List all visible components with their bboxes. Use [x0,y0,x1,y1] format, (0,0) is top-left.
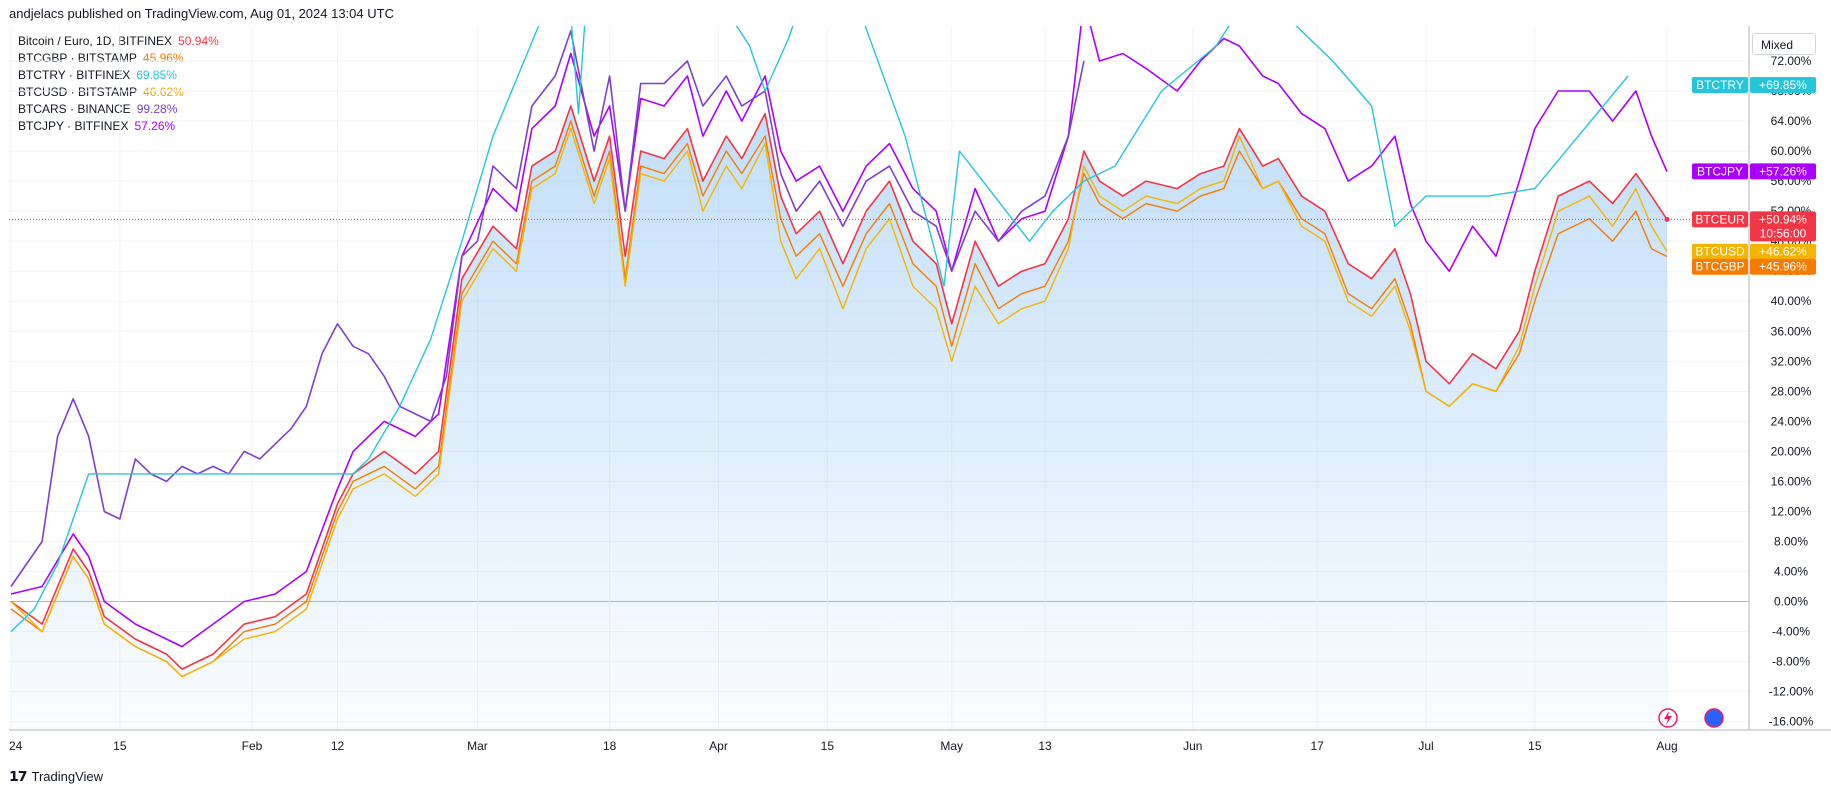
price-label-symbol [1692,258,1748,275]
x-tick-label: 17 [1310,739,1324,753]
y-axis[interactable]: 72.00%68.00%64.00%60.00%56.00%52.00%48.0… [1769,54,1814,729]
price-label-value-text: +57.26% [1759,164,1807,178]
publish-info: andjelacs published on TradingView.com, … [9,6,394,21]
series-line-btcgbp[interactable] [10,120,1668,678]
series-line-btcusd[interactable] [10,127,1668,678]
footer-brand: 𝟭𝟳 TradingView [9,768,103,785]
y-tick-label: 36.00% [1771,324,1812,338]
x-tick-label: 12 [331,739,345,753]
chart-legend: Bitcoin / Euro, 1D, BITFINEX 50.94% BTCGB… [18,33,219,135]
x-tick-label: Mar [467,739,488,753]
price-labels: BTCTRY +69.85% BTCJPY +57.26% BTCEUR +50.94%1… [1692,77,1816,275]
legend-item[interactable]: BTCTRY · BITFINEX 69.85% [18,68,177,82]
price-label-symbol [1692,211,1748,228]
x-tick-label: 24 [9,739,23,753]
lightning-icon[interactable] [1658,708,1678,728]
y-tick-label: 28.00% [1771,384,1812,398]
x-tick-label: Jun [1183,739,1202,753]
x-tick-label: May [940,739,963,753]
price-label-value-text: +46.62% [1759,245,1807,259]
series-line-btcars[interactable] [10,30,1085,587]
price-label-value [1750,77,1816,94]
price-label-symbol [1692,163,1748,180]
y-tick-label: 4.00% [1774,565,1808,579]
y-tick-label: 12.00% [1771,504,1812,518]
y-tick-label: 64.00% [1771,114,1812,128]
price-label-symbol-text: BTCEUR [1695,212,1745,226]
y-tick-label: -4.00% [1772,625,1810,639]
y-tick-label: 8.00% [1774,534,1808,548]
tradingview-logo-icon: 𝟭𝟳 [9,768,28,784]
series-line-btctry[interactable] [10,0,1629,633]
x-tick-label: Aug [1656,739,1677,753]
price-label-value [1750,211,1816,242]
y-tick-label: 24.00% [1771,414,1812,428]
price-label-symbol [1692,243,1748,260]
series-lines [9,0,1749,678]
y-tick-label: -16.00% [1769,715,1814,729]
area-fill [11,106,1667,730]
y-tick-label: 0.00% [1774,595,1808,609]
y-tick-label: -12.00% [1769,685,1814,699]
x-tick-label: 15 [821,739,835,753]
y-tick-label: 40.00% [1771,294,1812,308]
series-line-btceur[interactable] [10,105,1668,670]
price-label-symbol-text: BTCJPY [1697,164,1743,178]
x-tick-label: Apr [709,739,728,753]
legend-item[interactable]: Bitcoin / Euro, 1D, BITFINEX 50.94% [18,34,219,48]
series-line-btcjpy[interactable] [10,1,1668,648]
x-tick-label: Jul [1418,739,1433,753]
series-area-btceur [11,106,1667,730]
y-tick-label: 16.00% [1771,474,1812,488]
lightning-icon-glyph [1664,711,1672,725]
legend-item[interactable]: BTCARS · BINANCE 99.28% [18,102,178,116]
scale-mode-button[interactable]: Mixed [1752,33,1816,55]
globe-icon[interactable] [1704,708,1724,728]
last-price-dot [1664,216,1670,222]
x-tick-label: Feb [242,739,263,753]
x-tick-label: 13 [1038,739,1052,753]
footer-brand-label: TradingView [31,769,104,784]
price-label-symbol [1692,77,1748,94]
price-label-value [1750,258,1816,275]
y-tick-label: 32.00% [1771,354,1812,368]
x-tick-label: 18 [603,739,617,753]
price-label-value-text: +45.96% [1759,260,1807,274]
price-label-symbol-text: BTCGBP [1695,260,1744,274]
legend-item[interactable]: BTCJPY · BITFINEX 57.26% [18,119,176,133]
x-tick-label: 15 [113,739,127,753]
y-tick-label: 72.00% [1771,54,1812,68]
legend-item[interactable]: BTCUSD · BITSTAMP 46.62% [18,85,184,99]
price-label-value [1750,243,1816,260]
price-label-symbol-text: BTCUSD [1695,245,1745,259]
price-label-value-text: +50.94% [1759,212,1807,226]
y-tick-label: 60.00% [1771,144,1812,158]
price-label-countdown: 10:56:00 [1760,226,1807,240]
x-tick-label: 15 [1528,739,1542,753]
price-label-value-text: +69.85% [1759,78,1807,92]
price-label-value [1750,163,1816,180]
chart-icons[interactable] [1658,708,1724,728]
y-tick-label: 20.00% [1771,444,1812,458]
x-axis[interactable]: 24 15 Feb 12 Mar 18 Apr 15 May 13 Jun 17 Jul 15 Aug [9,739,1678,753]
price-label-symbol-text: BTCTRY [1696,78,1744,92]
y-tick-label: -8.00% [1772,655,1810,669]
